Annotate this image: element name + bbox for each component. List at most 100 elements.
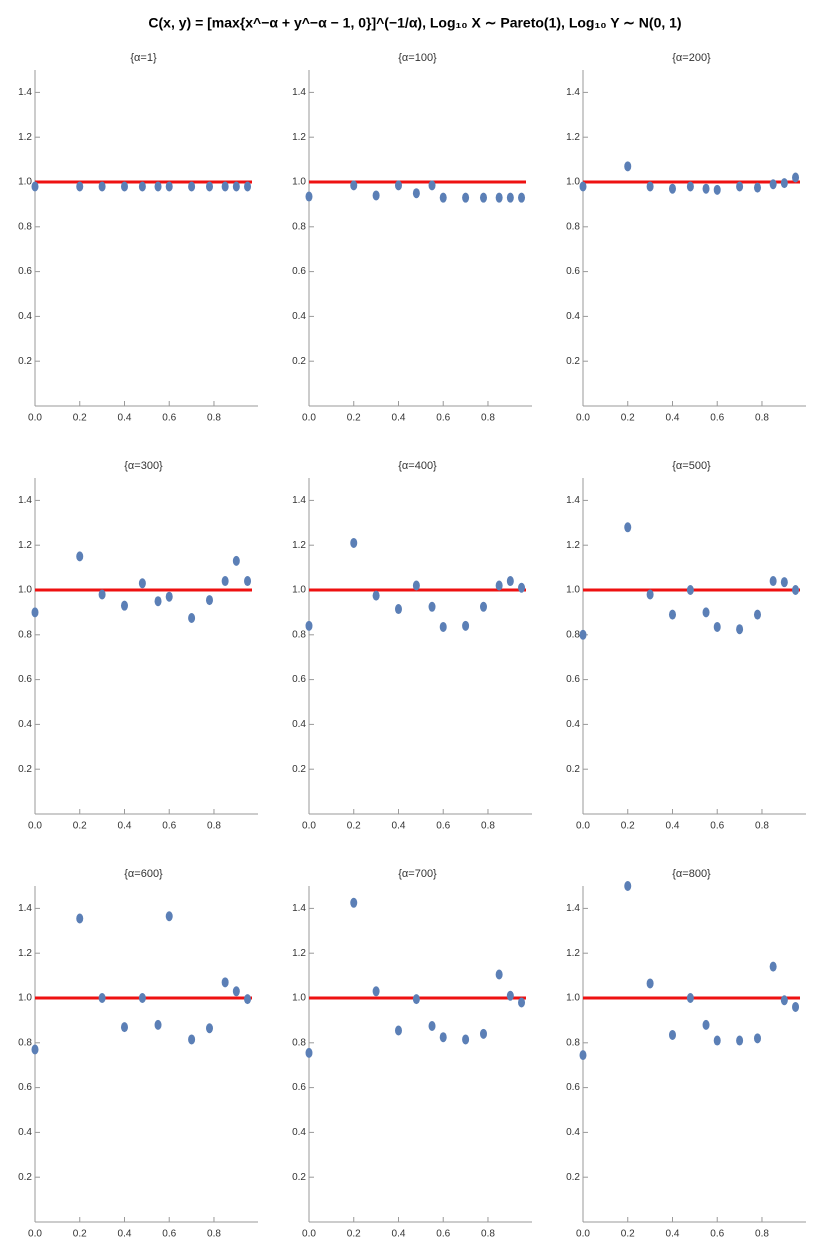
y-tick-label: 0.8 bbox=[566, 1037, 580, 1048]
x-tick-label: 0.6 bbox=[710, 1229, 724, 1240]
y-tick-label: 0.8 bbox=[18, 1037, 32, 1048]
point bbox=[120, 181, 128, 192]
x-tick-label: 0.2 bbox=[347, 821, 361, 832]
y-tick-label: 1.4 bbox=[292, 903, 306, 914]
point bbox=[305, 191, 313, 202]
point bbox=[439, 192, 447, 203]
point bbox=[188, 613, 196, 623]
y-tick-label: 0.2 bbox=[292, 1172, 306, 1183]
y-tick-label: 0.8 bbox=[18, 629, 32, 640]
y-tick-label: 0.8 bbox=[566, 221, 580, 232]
y-tick-label: 0.2 bbox=[18, 1172, 32, 1183]
point bbox=[668, 1029, 676, 1040]
point bbox=[31, 607, 39, 618]
x-tick-label: 0.8 bbox=[755, 821, 769, 832]
figure-title: C(x, y) = [max{x^−α + y^−α − 1, 0}]^(−1/… bbox=[148, 15, 681, 31]
point bbox=[412, 994, 420, 1005]
point bbox=[479, 192, 487, 203]
y-tick-label: 1.0 bbox=[292, 993, 306, 1004]
panel: {α=500} 0.2 0.4 0.6 0.8 1.0 1.2 1.4 0.0 0.2 0.4 0.6… bbox=[566, 460, 806, 832]
x-tick-label: 0.6 bbox=[710, 413, 724, 424]
point bbox=[350, 537, 358, 548]
point bbox=[120, 1022, 128, 1033]
point bbox=[305, 1047, 313, 1058]
point bbox=[138, 993, 146, 1003]
y-tick-label: 1.0 bbox=[566, 177, 580, 188]
y-tick-label: 0.8 bbox=[292, 629, 306, 640]
panel-title: {α=600} bbox=[124, 868, 163, 880]
point bbox=[428, 1021, 436, 1031]
point bbox=[165, 911, 173, 922]
x-tick-label: 0.0 bbox=[28, 413, 42, 424]
y-tick-label: 1.2 bbox=[566, 948, 580, 959]
y-tick-label: 1.2 bbox=[18, 948, 32, 959]
point bbox=[702, 1019, 710, 1030]
panel-title: {α=500} bbox=[672, 460, 711, 472]
x-tick-label: 0.2 bbox=[621, 821, 635, 832]
point bbox=[154, 596, 162, 607]
point bbox=[76, 551, 84, 562]
x-tick-label: 0.0 bbox=[576, 413, 590, 424]
y-tick-label: 1.0 bbox=[18, 177, 32, 188]
x-tick-label: 0.8 bbox=[481, 821, 495, 832]
x-tick-label: 0.0 bbox=[302, 413, 316, 424]
y-tick-label: 0.2 bbox=[18, 356, 32, 367]
y-tick-label: 1.4 bbox=[292, 87, 306, 98]
point bbox=[439, 1032, 447, 1043]
point bbox=[412, 188, 420, 199]
point bbox=[76, 181, 84, 192]
point bbox=[138, 578, 146, 589]
y-tick-label: 0.4 bbox=[18, 1127, 32, 1138]
point bbox=[579, 1050, 587, 1061]
y-tick-label: 1.2 bbox=[292, 540, 306, 551]
y-tick-label: 0.4 bbox=[566, 311, 580, 322]
y-tick-label: 0.6 bbox=[18, 674, 32, 685]
y-tick-label: 0.2 bbox=[566, 764, 580, 775]
point bbox=[624, 522, 632, 533]
x-tick-label: 0.6 bbox=[162, 821, 176, 832]
y-tick-label: 1.2 bbox=[566, 132, 580, 143]
y-tick-label: 0.2 bbox=[292, 764, 306, 775]
y-tick-label: 0.6 bbox=[566, 266, 580, 277]
x-tick-label: 0.4 bbox=[118, 413, 132, 424]
y-tick-label: 0.8 bbox=[292, 1037, 306, 1048]
point bbox=[394, 180, 402, 191]
point bbox=[462, 192, 470, 203]
point bbox=[769, 179, 777, 190]
point bbox=[165, 591, 173, 602]
point bbox=[646, 589, 654, 600]
x-tick-label: 0.4 bbox=[666, 413, 680, 424]
point bbox=[232, 181, 240, 192]
y-tick-label: 0.4 bbox=[292, 1127, 306, 1138]
x-tick-label: 0.8 bbox=[207, 1229, 221, 1240]
point bbox=[506, 192, 514, 203]
point bbox=[792, 585, 800, 595]
x-tick-label: 0.4 bbox=[392, 413, 406, 424]
point bbox=[462, 1034, 470, 1045]
y-tick-label: 0.2 bbox=[292, 356, 306, 367]
y-tick-label: 1.4 bbox=[18, 87, 32, 98]
point bbox=[76, 913, 84, 924]
point bbox=[736, 181, 744, 192]
panel-title: {α=300} bbox=[124, 460, 163, 472]
y-tick-label: 1.2 bbox=[566, 540, 580, 551]
y-tick-label: 1.0 bbox=[566, 585, 580, 596]
x-tick-label: 0.8 bbox=[481, 1229, 495, 1240]
x-tick-label: 0.4 bbox=[392, 1229, 406, 1240]
x-tick-label: 0.2 bbox=[347, 1229, 361, 1240]
y-tick-label: 0.6 bbox=[18, 266, 32, 277]
y-tick-label: 0.6 bbox=[292, 1082, 306, 1093]
y-tick-label: 0.4 bbox=[18, 311, 32, 322]
y-tick-label: 0.6 bbox=[566, 674, 580, 685]
x-tick-label: 0.2 bbox=[621, 1229, 635, 1240]
point bbox=[479, 601, 487, 612]
point bbox=[221, 977, 229, 988]
y-tick-label: 1.2 bbox=[18, 132, 32, 143]
point bbox=[221, 576, 229, 587]
point bbox=[479, 1028, 487, 1039]
point bbox=[686, 585, 694, 595]
point bbox=[205, 181, 213, 192]
point bbox=[244, 994, 252, 1005]
point bbox=[394, 604, 402, 615]
y-tick-label: 0.6 bbox=[292, 266, 306, 277]
